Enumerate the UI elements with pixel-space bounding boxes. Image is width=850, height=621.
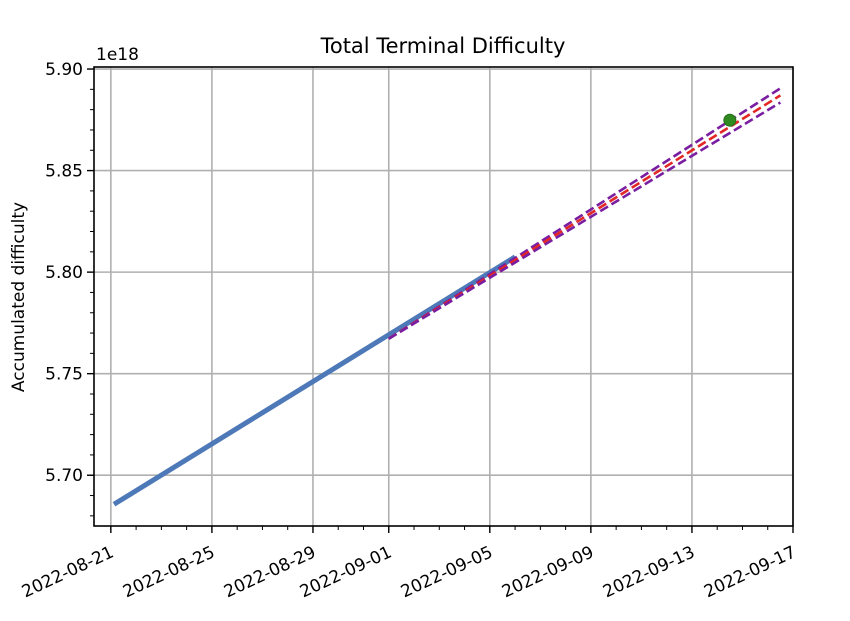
series-line-4 [388, 101, 782, 340]
highlight-marker [723, 113, 737, 127]
y-tick-label: 5.70 [45, 466, 83, 486]
y-tick-label: 5.80 [45, 263, 83, 283]
y-tick-label: 5.75 [45, 365, 83, 385]
series-line-3 [388, 94, 782, 340]
chart-title: Total Terminal Difficulty [320, 34, 566, 58]
series-group [112, 87, 782, 507]
plot-frame [93, 66, 794, 527]
y-offset-label: 1e18 [96, 45, 139, 65]
y-tick-label: 5.90 [45, 60, 83, 80]
y-axis-label: Accumulated difficulty [9, 202, 29, 392]
series-line-1 [112, 254, 517, 507]
y-tick-label: 5.85 [45, 162, 83, 182]
